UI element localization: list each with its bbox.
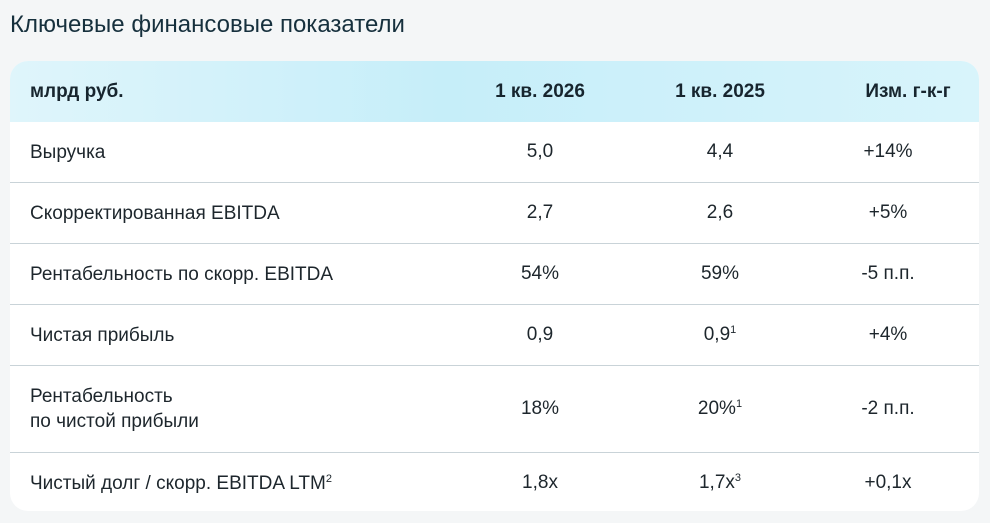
value-yoy-change: +5% [868, 202, 908, 223]
value-q1-2026: 54% [520, 263, 560, 284]
value-yoy-change: -2 п.п. [861, 398, 915, 419]
table-row: Выручка 5,0 4,4 +14% [10, 122, 979, 182]
row-label: Рентабельность по скорр. EBITDA [10, 262, 490, 287]
table-row: Чистый долг / скорр. EBITDA LTM2 1,8x 1,… [10, 452, 979, 511]
row-label-text: Рентабельность [30, 386, 173, 407]
header-units: млрд руб. [30, 81, 124, 102]
value-text: 0,9 [703, 324, 731, 345]
value-q1-2026: 1,8x [522, 472, 558, 493]
footnote-marker: 2 [325, 472, 332, 485]
page-title: Ключевые финансовые показатели [10, 11, 405, 38]
footnote-marker: 1 [735, 398, 743, 410]
table-header: млрд руб. 1 кв. 2026 1 кв. 2025 Изм. г-к… [10, 61, 979, 122]
row-label: Скорректированная EBITDA [10, 201, 490, 226]
value-text: 59% [700, 263, 740, 284]
table-row: Рентабельность по скорр. EBITDA 54% 59% … [10, 243, 979, 304]
header-q1-2025: 1 кв. 2025 [675, 80, 765, 102]
value-q1-2025: 4,4 [670, 141, 770, 163]
financial-table: млрд руб. 1 кв. 2026 1 кв. 2025 Изм. г-к… [10, 61, 979, 511]
table-row: Скорректированная EBITDA 2,7 2,6 +5% [10, 182, 979, 243]
row-label-text-line2: по чистой прибыли [30, 411, 199, 432]
header-q1-2026: 1 кв. 2026 [495, 80, 585, 102]
value-q1-2025: 0,91 [670, 324, 770, 346]
row-label-text: Рентабельность по скорр. EBITDA [30, 263, 334, 285]
value-text: 2,6 [706, 202, 734, 223]
row-label-text: Чистый долг / скорр. EBITDA LTM [30, 472, 326, 494]
value-text: 4,4 [706, 141, 734, 162]
value-q1-2026: 0,9 [526, 324, 554, 345]
value-q1-2026: 18% [520, 398, 560, 419]
value-yoy-change: +0,1x [864, 472, 912, 493]
row-label: Чистый долг / скорр. EBITDA LTM2 [10, 471, 490, 496]
value-yoy-change: -5 п.п. [861, 263, 915, 284]
row-label: Чистая прибыль [10, 323, 490, 348]
row-label-text: Скорректированная EBITDA [30, 202, 280, 224]
value-q1-2026: 5,0 [526, 141, 554, 162]
row-label-text: Выручка [30, 141, 106, 163]
value-q1-2025: 2,6 [670, 202, 770, 224]
value-q1-2025: 1,7x3 [670, 472, 770, 494]
footnote-marker: 3 [734, 472, 742, 484]
footnote-marker: 1 [730, 324, 737, 336]
row-label: Рентабельность по чистой прибыли [10, 384, 490, 434]
value-yoy-change: +4% [868, 324, 908, 345]
row-label: Выручка [10, 140, 490, 165]
value-text: 1,7x [698, 472, 735, 493]
value-text: 20% [697, 398, 736, 419]
value-q1-2026: 2,7 [526, 202, 554, 223]
table-row: Чистая прибыль 0,9 0,91 +4% [10, 304, 979, 365]
value-yoy-change: +14% [863, 141, 913, 162]
row-label-text: Чистая прибыль [30, 324, 175, 346]
header-yoy-change: Изм. г-к-г [865, 80, 951, 102]
value-q1-2025: 59% [670, 263, 770, 285]
value-q1-2025: 20%1 [670, 398, 770, 420]
table-row: Рентабельность по чистой прибыли 18% 20%1… [10, 365, 979, 452]
